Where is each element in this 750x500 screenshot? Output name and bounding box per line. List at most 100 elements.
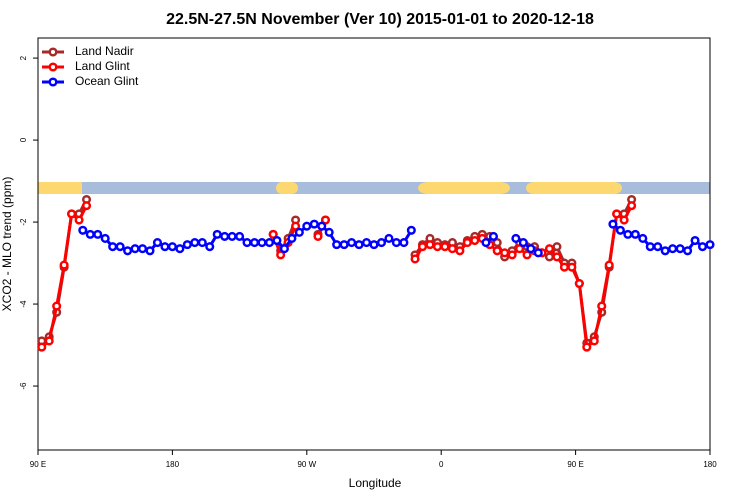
data-point — [668, 244, 678, 254]
data-point — [515, 244, 525, 254]
data-point — [638, 233, 648, 244]
data-point — [462, 238, 472, 248]
land-strip — [526, 182, 622, 194]
x-axis-label: Longitude — [349, 476, 402, 490]
data-point — [705, 240, 715, 250]
land-strip — [418, 182, 510, 194]
data-point — [492, 238, 502, 248]
data-point — [518, 238, 528, 248]
x-tick-label: 90 W — [297, 460, 316, 469]
data-point — [552, 242, 562, 252]
data-point — [683, 246, 693, 256]
data-point — [604, 260, 614, 270]
data-point — [100, 233, 110, 244]
data-point — [488, 231, 499, 241]
x-tick-label: 90 E — [567, 460, 583, 469]
x-tick-label: 180 — [166, 460, 180, 469]
data-point — [582, 342, 592, 352]
y-tick-label: -6 — [19, 382, 28, 390]
data-point — [291, 221, 301, 231]
data-point — [52, 301, 62, 311]
data-point — [264, 238, 275, 248]
land-strip — [276, 182, 298, 194]
legend-marker — [48, 47, 58, 57]
data-point — [447, 244, 457, 254]
x-tick-label: 180 — [703, 460, 717, 469]
data-point — [470, 235, 480, 246]
data-point — [630, 229, 640, 239]
data-point — [384, 233, 394, 244]
data-point — [37, 342, 47, 352]
land-strip — [38, 182, 82, 194]
x-tick-label: 90 E — [30, 460, 46, 469]
data-point — [59, 260, 69, 270]
data-point — [145, 246, 155, 256]
data-point — [567, 262, 577, 272]
data-point — [526, 244, 536, 254]
series-line — [41, 198, 633, 346]
data-point — [627, 201, 637, 211]
data-point — [675, 244, 685, 254]
data-point — [242, 238, 252, 248]
data-point — [74, 215, 84, 225]
data-point — [690, 235, 700, 246]
data-point — [294, 227, 304, 237]
data-point — [354, 240, 364, 250]
data-point — [44, 336, 54, 346]
data-point — [320, 215, 331, 225]
data-point — [347, 238, 357, 248]
series-line — [40, 204, 633, 351]
data-point — [425, 240, 435, 250]
data-point — [276, 250, 286, 260]
data-point — [376, 238, 387, 248]
legend-marker — [48, 62, 58, 72]
data-point — [279, 244, 289, 254]
data-point — [78, 225, 88, 235]
data-point — [302, 221, 312, 231]
data-point — [417, 242, 428, 252]
data-point — [287, 233, 297, 244]
data-point — [268, 229, 278, 239]
data-point — [324, 227, 334, 237]
data-point — [615, 225, 625, 235]
data-point — [257, 238, 267, 248]
data-point — [205, 242, 215, 252]
data-point — [440, 242, 450, 252]
data-point — [653, 242, 663, 252]
data-point — [152, 238, 163, 248]
data-point — [130, 244, 140, 254]
data-point — [361, 238, 372, 248]
data-point — [589, 336, 599, 346]
data-point — [406, 225, 416, 235]
data-point — [227, 231, 237, 241]
y-tick-label: -2 — [19, 218, 28, 226]
data-point — [108, 242, 118, 252]
data-point — [182, 240, 192, 250]
data-point — [455, 246, 465, 256]
data-point — [220, 231, 230, 241]
data-point — [190, 238, 200, 248]
data-point — [410, 254, 420, 264]
data-point — [597, 301, 607, 311]
data-point — [660, 246, 670, 256]
data-point — [317, 221, 327, 231]
data-point — [160, 242, 170, 252]
legend-label: Ocean Glint — [75, 74, 139, 88]
data-point — [511, 233, 521, 244]
y-tick-label: 2 — [19, 55, 28, 60]
data-point — [249, 238, 260, 248]
data-point — [574, 279, 584, 289]
data-point — [697, 242, 708, 252]
data-point — [81, 201, 92, 211]
data-point — [391, 238, 401, 248]
data-point — [272, 235, 282, 246]
map-strip — [38, 182, 710, 194]
y-tick-label: -4 — [19, 300, 28, 308]
legend-label: Land Glint — [75, 59, 130, 73]
legend-label: Land Nadir — [75, 44, 134, 58]
data-point — [332, 240, 342, 250]
data-point — [115, 242, 125, 252]
data-point — [481, 238, 491, 248]
